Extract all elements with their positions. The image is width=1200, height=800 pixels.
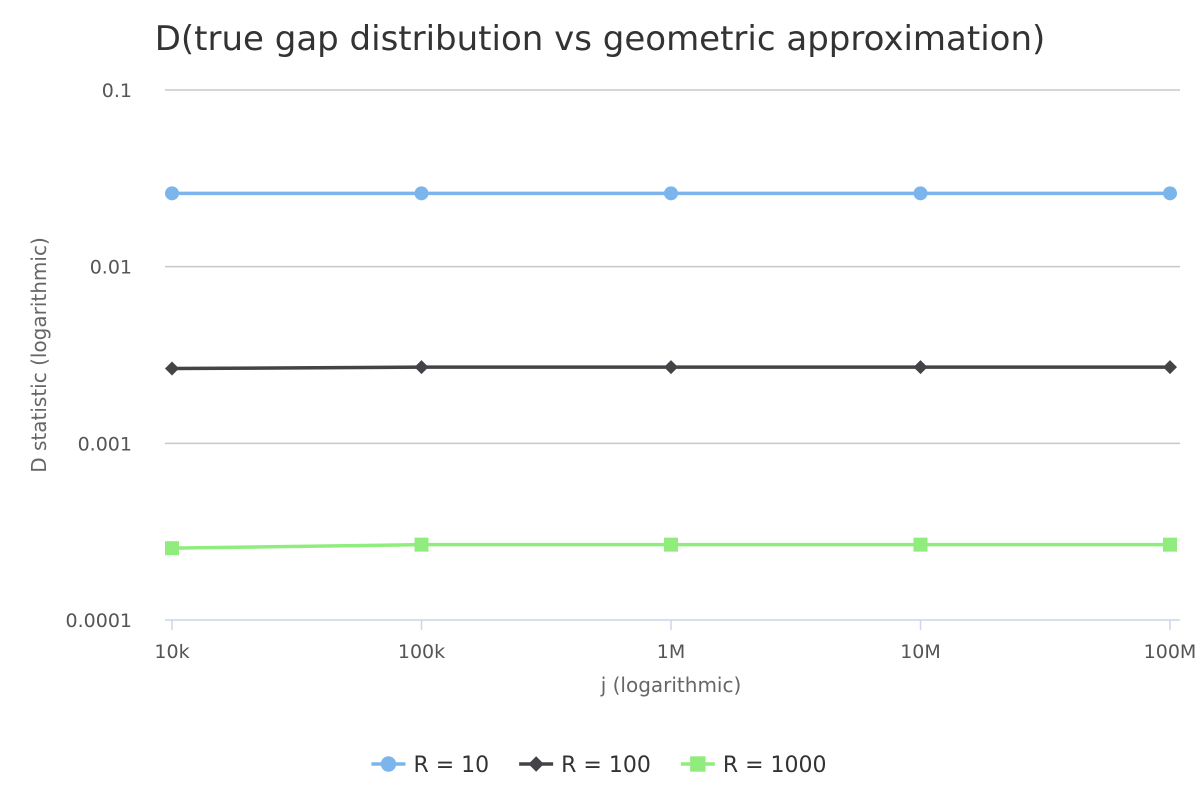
data-point (414, 186, 429, 201)
data-point (165, 186, 179, 201)
x-tick-label: 100k (398, 641, 445, 663)
series-2 (165, 360, 1177, 376)
x-tick-label: 10k (154, 641, 189, 663)
gridlines (165, 89, 1180, 445)
data-point (414, 537, 429, 552)
legend-label: R = 100 (561, 753, 651, 778)
data-point (664, 186, 678, 201)
data-point (913, 360, 928, 375)
legend-swatch-marker (380, 756, 397, 772)
data-point (664, 360, 678, 375)
data-point (913, 537, 928, 552)
series-3 (165, 537, 1177, 556)
x-tick-label: 100M (1144, 641, 1197, 663)
y-tick-label: 0.1 (102, 80, 132, 102)
x-tick-label: 10M (900, 641, 941, 663)
data-point (913, 186, 928, 201)
data-point (664, 537, 678, 552)
chart-title: D(true gap distribution vs geometric app… (155, 19, 1046, 59)
data-point (165, 361, 179, 376)
legend-swatch-marker (528, 756, 544, 772)
data-point (1163, 537, 1177, 552)
legend-label: R = 10 (413, 753, 489, 778)
data-point (414, 360, 429, 375)
y-tick-label: 0.0001 (66, 610, 132, 632)
y-axis-label: D statistic (logarithmic) (27, 237, 51, 473)
data-point (1163, 186, 1177, 201)
legend-swatch-marker (690, 756, 706, 772)
legend-item[interactable]: R = 1000 (680, 753, 827, 778)
x-tick-label: 1M (657, 641, 685, 663)
legend[interactable]: R = 10 R = 100 R = 1000 (371, 753, 827, 778)
legend-label: R = 1000 (723, 753, 827, 778)
series-1 (165, 186, 1177, 201)
data-point (1163, 360, 1177, 375)
series (165, 186, 1177, 556)
legend-item[interactable]: R = 100 (519, 753, 651, 778)
y-tick-label: 0.001 (78, 433, 132, 455)
y-tick-label: 0.01 (90, 257, 132, 279)
legend-item[interactable]: R = 10 (371, 753, 489, 778)
x-axis-label: j (logarithmic) (600, 673, 742, 697)
axes: 0.0001 0.001 0.01 0.1 10k 100k 1M 10M 100M (66, 80, 1197, 663)
data-point (165, 541, 179, 556)
